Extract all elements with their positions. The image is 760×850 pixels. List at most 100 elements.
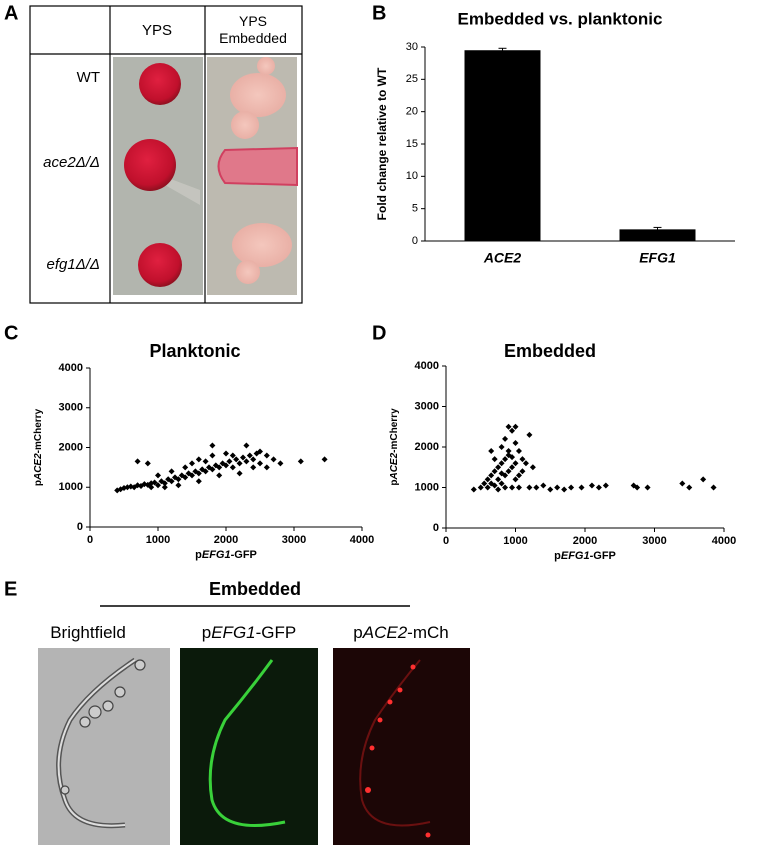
scatter-point bbox=[578, 484, 585, 491]
text-part: ACE2 bbox=[389, 452, 400, 480]
scatter-point bbox=[202, 458, 209, 465]
text-part: Brightfield bbox=[50, 623, 126, 642]
y-tick-label: 15 bbox=[406, 138, 418, 150]
y-tick-label: 2000 bbox=[59, 441, 83, 453]
colony bbox=[217, 146, 298, 187]
scatter-point bbox=[236, 460, 243, 467]
image-label: pACE2-mCh bbox=[353, 623, 448, 642]
scatter-point bbox=[512, 476, 519, 483]
y-tick-label: 25 bbox=[406, 73, 418, 85]
scatter-point bbox=[470, 486, 477, 493]
scatter-point bbox=[526, 484, 533, 491]
scatter-point bbox=[229, 464, 236, 471]
colony bbox=[236, 260, 260, 284]
text-part: p bbox=[195, 549, 202, 561]
mcherry-image bbox=[333, 648, 470, 845]
y-tick-label: 5 bbox=[412, 203, 418, 215]
scatter-point bbox=[182, 474, 189, 481]
text-part: p bbox=[389, 480, 400, 486]
scatter-point bbox=[216, 472, 223, 479]
scatter-point bbox=[226, 458, 233, 465]
scatter-point bbox=[498, 460, 505, 467]
y-tick-label: 1000 bbox=[59, 481, 83, 493]
colony bbox=[138, 243, 182, 287]
scatter-point bbox=[257, 448, 263, 455]
text-part: EFG1 bbox=[211, 623, 255, 642]
chart-title: Embedded vs. planktonic bbox=[458, 9, 663, 28]
scatter-point bbox=[602, 482, 609, 489]
text-part: -mCherry bbox=[33, 408, 44, 453]
scatter-point bbox=[229, 452, 236, 459]
scatter-point bbox=[477, 484, 484, 491]
scatter-point bbox=[189, 472, 195, 479]
scatter-point bbox=[686, 484, 693, 491]
scatter-point bbox=[554, 484, 561, 491]
scatter-point bbox=[243, 442, 250, 449]
scatter-point bbox=[509, 427, 516, 434]
scatter-point bbox=[495, 476, 502, 483]
scatter-point bbox=[250, 456, 257, 463]
x-tick-label: 2000 bbox=[573, 535, 597, 547]
scatter-point bbox=[148, 484, 155, 491]
scatter-point bbox=[484, 476, 491, 483]
scatter-point bbox=[321, 456, 328, 463]
brightfield-image bbox=[38, 648, 170, 845]
scatter-point bbox=[297, 458, 304, 465]
scatter-point bbox=[498, 470, 505, 477]
scatter-point bbox=[233, 456, 240, 463]
table-border bbox=[29, 5, 303, 304]
row-label: ace2Δ/Δ bbox=[43, 154, 100, 171]
scatter-point bbox=[155, 472, 161, 479]
scatter-point bbox=[529, 464, 536, 471]
scatter-point bbox=[263, 452, 270, 459]
scatter-point bbox=[144, 460, 151, 467]
panel-label: B bbox=[372, 2, 386, 24]
scatter-point bbox=[263, 464, 270, 471]
scatter-point bbox=[515, 472, 522, 479]
scatter-point bbox=[495, 464, 502, 471]
scatter-point bbox=[209, 442, 216, 449]
scatter-point bbox=[481, 480, 488, 487]
colony bbox=[124, 139, 176, 191]
scatter-point bbox=[491, 468, 498, 475]
scatter-point bbox=[644, 484, 651, 491]
text-part: -mCh bbox=[407, 623, 449, 642]
image-label: Brightfield bbox=[50, 623, 126, 642]
scatter-point bbox=[270, 456, 277, 463]
x-tick-label: 3000 bbox=[642, 535, 666, 547]
scatter-point bbox=[182, 464, 189, 471]
scatter-point bbox=[509, 464, 516, 471]
x-tick-label: 3000 bbox=[282, 534, 306, 546]
y-tick-label: 2000 bbox=[415, 441, 439, 453]
scatter-point bbox=[175, 476, 182, 483]
scatter-point bbox=[519, 456, 526, 463]
scatter-point bbox=[509, 454, 516, 461]
scatter-point bbox=[498, 444, 505, 450]
scatter-point bbox=[515, 484, 522, 491]
scatter-point bbox=[505, 448, 512, 455]
x-tick-label: ACE2 bbox=[483, 250, 522, 266]
microscopy: Embedded bbox=[38, 579, 470, 845]
scatter-point bbox=[540, 482, 547, 489]
group-title: Embedded bbox=[209, 579, 301, 599]
scatter-point bbox=[236, 470, 243, 477]
scatter-point bbox=[257, 460, 263, 467]
x-tick-label: EFG1 bbox=[639, 250, 676, 266]
panel-label: A bbox=[4, 2, 18, 24]
colony-streak bbox=[160, 175, 200, 205]
panel-label: D bbox=[372, 322, 386, 344]
scatter-point bbox=[488, 472, 495, 479]
scatter-point bbox=[512, 439, 519, 446]
scatter-point bbox=[526, 431, 533, 438]
x-tick-label: 2000 bbox=[214, 534, 238, 546]
y-tick-label: 4000 bbox=[59, 362, 83, 374]
scatter-point bbox=[512, 423, 519, 430]
text-part: p bbox=[353, 623, 362, 642]
scatter-point bbox=[223, 462, 229, 469]
scatter-point bbox=[502, 484, 509, 491]
text-part: -GFP bbox=[256, 623, 297, 642]
scatter-point bbox=[547, 486, 554, 493]
scatter-point bbox=[161, 484, 168, 491]
y-tick-label: 30 bbox=[406, 41, 418, 53]
text-part: -GFP bbox=[590, 550, 616, 562]
